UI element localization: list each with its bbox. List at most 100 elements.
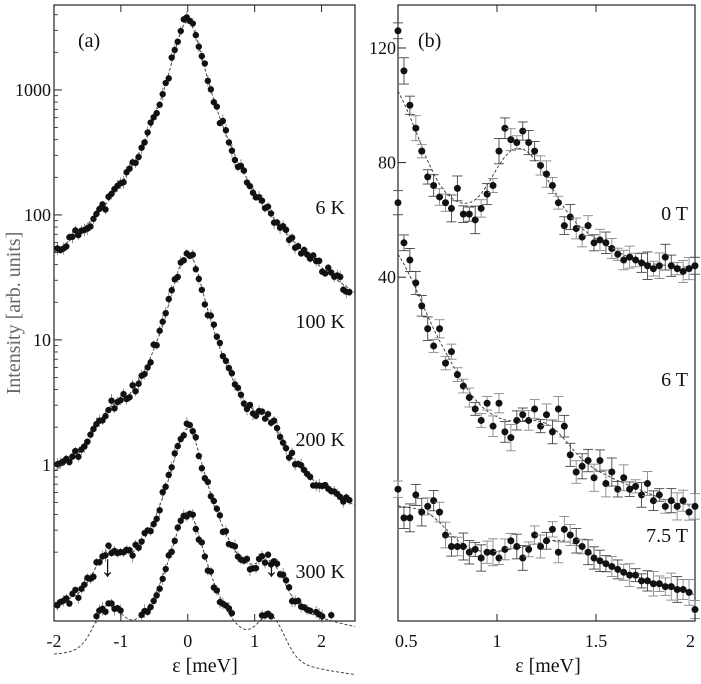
panel-b-point bbox=[620, 256, 628, 264]
panel-b-point bbox=[548, 525, 556, 533]
panel-a-point bbox=[108, 397, 115, 404]
panel-a-point bbox=[225, 364, 233, 372]
panel-a-point bbox=[150, 520, 157, 528]
panel-b-point bbox=[626, 253, 634, 261]
panel-a-point bbox=[258, 408, 266, 415]
panel-a-point bbox=[246, 401, 254, 409]
panel-a-point bbox=[249, 189, 257, 196]
panel-a-point bbox=[147, 359, 154, 366]
panel-b-point bbox=[531, 531, 539, 539]
panel-a-point bbox=[174, 273, 181, 281]
panel-a-point bbox=[237, 162, 245, 170]
panel-a-fit-line bbox=[53, 511, 356, 675]
panel-a-point bbox=[192, 434, 199, 441]
panel-b-x-tick-label: 2 bbox=[686, 631, 695, 651]
panel-a-point bbox=[102, 552, 109, 559]
panel-a-point bbox=[264, 410, 272, 418]
panel-b-point bbox=[513, 139, 521, 147]
panel-b-point bbox=[465, 394, 473, 402]
panel-a-point bbox=[201, 60, 209, 67]
panel-a-x-tick-label: 1 bbox=[250, 631, 259, 651]
panel-b-point bbox=[531, 405, 539, 413]
panel-b-point bbox=[430, 342, 438, 350]
panel-b-point bbox=[691, 606, 699, 614]
panel-b-point bbox=[608, 245, 616, 253]
panel-a-point bbox=[156, 507, 163, 514]
panel-a-point bbox=[129, 382, 136, 389]
panel-b-point bbox=[572, 468, 580, 476]
panel-b-point bbox=[418, 302, 426, 310]
panel-b-point bbox=[578, 462, 586, 470]
panel-b-point bbox=[667, 497, 675, 505]
panel-a-point bbox=[162, 483, 169, 490]
panel-a-point bbox=[297, 462, 305, 469]
panel-a-point bbox=[126, 165, 133, 172]
panel-a-y-tick-label: 100 bbox=[24, 205, 51, 225]
panel-b-point bbox=[596, 557, 604, 565]
panel-b-point bbox=[602, 479, 610, 487]
panel-a-point bbox=[288, 449, 296, 457]
panel-a-point bbox=[168, 287, 175, 294]
panel-a-point bbox=[282, 577, 290, 584]
panel-a-point bbox=[159, 489, 166, 496]
panel-a-point bbox=[240, 400, 248, 407]
panel-b-point bbox=[679, 497, 687, 505]
panel-b-x-tick-label: 1.5 bbox=[585, 631, 608, 651]
panel-b-point bbox=[430, 497, 438, 505]
panel-b-point bbox=[661, 502, 669, 510]
panel-a-point bbox=[138, 538, 145, 545]
panel-b-point bbox=[483, 190, 491, 198]
panel-a-point bbox=[162, 79, 169, 87]
panel-b-point bbox=[394, 199, 402, 207]
panel-b-point bbox=[679, 267, 687, 275]
panel-a-point bbox=[198, 539, 206, 546]
panel-b-point bbox=[424, 502, 432, 510]
panel-a-point bbox=[252, 564, 260, 572]
panel-b-point bbox=[608, 563, 616, 571]
panel-a-point bbox=[168, 464, 175, 471]
panel-a-point bbox=[93, 613, 100, 620]
panel-b-point bbox=[513, 416, 521, 424]
panel-b-point bbox=[406, 514, 414, 522]
panel-b-point bbox=[566, 213, 574, 221]
panel-b-point bbox=[447, 204, 455, 212]
panel-a-point bbox=[267, 613, 275, 620]
panel-a-series-label: 6 K bbox=[316, 197, 346, 219]
panel-b-x-tick-label: 0.5 bbox=[395, 631, 418, 651]
panel-b-fit-line bbox=[397, 253, 696, 507]
panel-a-point bbox=[165, 295, 172, 303]
panel-a-point bbox=[102, 206, 109, 213]
panel-a-point bbox=[189, 427, 196, 435]
panel-a-point bbox=[216, 339, 224, 347]
panel-b-point bbox=[418, 147, 426, 155]
panel-b-point bbox=[501, 545, 509, 553]
panel-a-point bbox=[174, 38, 181, 45]
panel-a-point bbox=[225, 605, 233, 612]
panel-a-series-labels: 6 K 100 K 200 K 300 K bbox=[296, 197, 346, 583]
panel-a-point bbox=[213, 333, 221, 340]
panel-b-point bbox=[626, 571, 634, 579]
panel-b-point bbox=[643, 479, 651, 487]
panel-a-point bbox=[72, 586, 79, 594]
panel-a-point bbox=[300, 246, 308, 254]
panel-a-series-label: 100 K bbox=[296, 311, 346, 333]
panel-a-point bbox=[198, 465, 206, 472]
panel-a-point bbox=[346, 496, 353, 504]
panel-a-point bbox=[285, 584, 293, 591]
panel-b-point bbox=[673, 265, 681, 273]
panel-a-point bbox=[261, 559, 269, 566]
panel-a-point bbox=[159, 90, 166, 98]
panel-b-point bbox=[436, 325, 444, 333]
panel-b-point bbox=[525, 139, 533, 147]
panel-b-point bbox=[412, 124, 420, 132]
panel-a-point bbox=[237, 391, 245, 398]
panel-a-point bbox=[198, 52, 206, 60]
panel-b-point bbox=[507, 537, 515, 545]
panel-a-point bbox=[90, 573, 97, 580]
panel-a-point bbox=[240, 167, 248, 174]
panel-b-point bbox=[667, 583, 675, 591]
panel-b-series-label: 6 T bbox=[661, 369, 688, 391]
panel-a-point bbox=[219, 352, 227, 360]
panel-b-point bbox=[661, 583, 669, 591]
panel-a-point bbox=[192, 266, 199, 273]
